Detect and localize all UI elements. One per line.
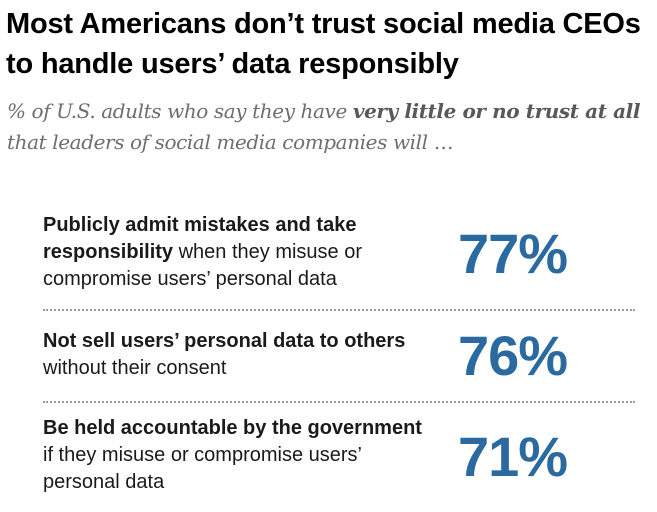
row-divider (43, 401, 635, 403)
row-value: 77% (458, 222, 568, 285)
chart-subtitle: % of U.S. adults who say they have very … (7, 96, 647, 158)
subtitle-emphasis: very little or no trust at all (352, 99, 641, 123)
subtitle-intro: % of U.S. adults who say they have (7, 99, 353, 123)
row-label-bold: Not sell users’ personal data to others (43, 330, 406, 352)
row-label-rest: without their consent (43, 357, 227, 379)
row-value: 71% (458, 425, 568, 488)
row-label-bold: Publicly admit mistakes and take respons… (43, 214, 357, 263)
row-label-bold: Be held accountable by the government (43, 417, 422, 439)
row-label-rest: if they misuse or compromise users’ pers… (43, 444, 362, 493)
row-label-rest: when they misuse or compromise users’ pe… (43, 241, 363, 290)
row-label: Be held accountable by the government if… (43, 415, 423, 496)
row-value: 76% (458, 324, 568, 387)
row-divider (43, 309, 635, 311)
chart-title: Most Americans don’t trust social media … (6, 8, 641, 80)
row-label: Not sell users’ personal data to others … (43, 328, 423, 382)
subtitle-outro: that leaders of social media companies w… (7, 130, 454, 154)
row-label: Publicly admit mistakes and take respons… (43, 212, 423, 293)
